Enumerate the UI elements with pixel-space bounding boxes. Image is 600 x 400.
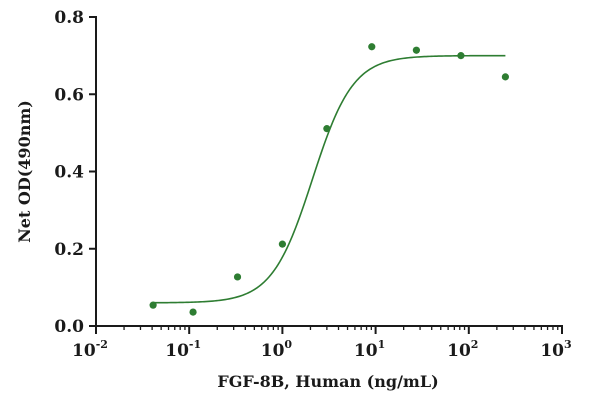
y-tick-label: 0.8: [54, 8, 84, 28]
y-axis-title: Net OD(490nm): [15, 100, 34, 243]
y-tick-label: 0.4: [54, 163, 84, 183]
x-tick-exponent: 0: [284, 338, 292, 351]
x-tick-base: 10: [72, 341, 96, 361]
data-points: [149, 43, 509, 316]
axes: [95, 16, 563, 327]
x-tick-label: 10-1: [165, 338, 201, 361]
x-tick-label: 100: [261, 338, 293, 361]
x-tick-exponent: -2: [96, 338, 108, 351]
data-point: [149, 301, 157, 309]
x-tick-label: 10-2: [72, 338, 108, 361]
y-tick-label: 0.6: [54, 85, 84, 105]
x-tick-exponent: 3: [564, 338, 572, 351]
data-point: [233, 273, 242, 281]
y-tick-label: 0.0: [54, 317, 84, 337]
x-axis-title: FGF-8B, Human (ng/mL): [217, 372, 438, 391]
data-point: [412, 46, 420, 54]
x-tick-exponent: 1: [378, 338, 386, 351]
x-tick-label: 103: [540, 338, 571, 361]
y-ticks: 0.0 0.2 0.4 0.6 0.8: [54, 8, 96, 337]
x-tick-base: 10: [540, 341, 564, 361]
data-point: [189, 308, 197, 316]
data-point: [323, 125, 331, 133]
x-tick-exponent: 2: [471, 338, 479, 351]
x-tick-label: 102: [447, 338, 478, 361]
x-tick-base: 10: [261, 341, 285, 361]
data-point: [457, 52, 465, 60]
data-point: [501, 73, 509, 81]
fit-curve: [153, 54, 506, 304]
x-tick-exponent: -1: [189, 338, 201, 351]
data-point: [278, 240, 286, 248]
x-tick-base: 10: [354, 341, 378, 361]
x-tick-base: 10: [165, 341, 189, 361]
data-point: [368, 43, 376, 51]
x-tick-label: 101: [354, 338, 385, 361]
x-ticks: 10-2 10-1 100 101 102 103: [72, 326, 572, 361]
x-tick-base: 10: [447, 341, 471, 361]
y-tick-label: 0.2: [54, 240, 84, 260]
